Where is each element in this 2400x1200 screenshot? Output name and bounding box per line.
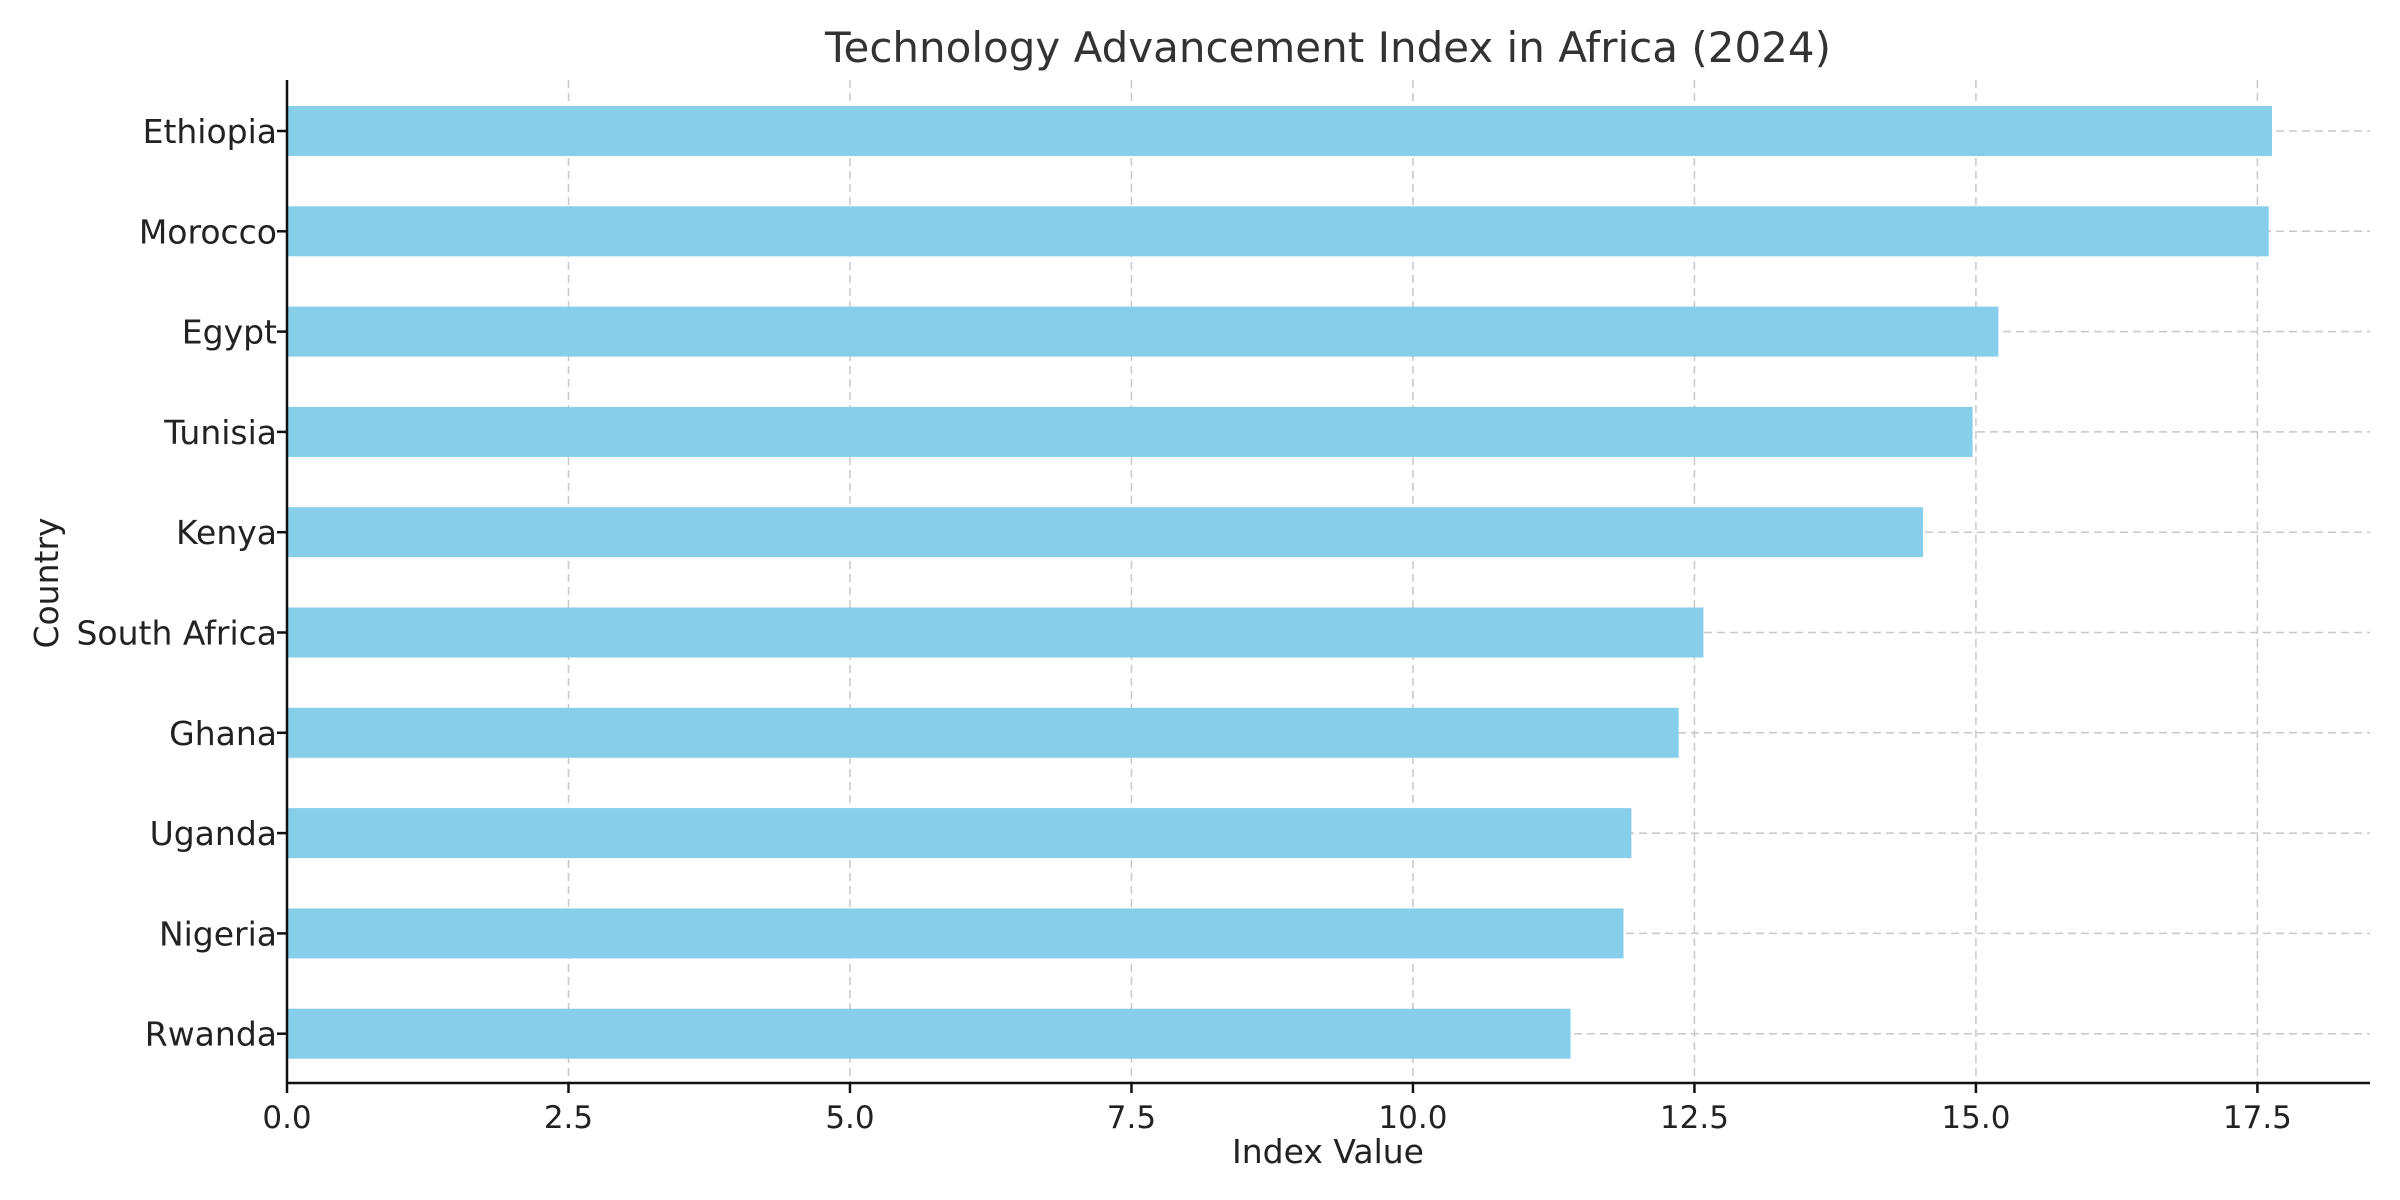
y-axis-label: Country <box>27 517 66 648</box>
x-tick-label: 10.0 <box>1378 1100 1447 1136</box>
x-tick-label: 7.5 <box>1107 1100 1156 1136</box>
category-label: Tunisia <box>163 413 277 452</box>
bars <box>287 106 2273 1059</box>
bar <box>287 908 1624 959</box>
category-label: Egypt <box>182 313 277 352</box>
category-label: Ghana <box>169 714 277 753</box>
axes <box>285 80 2370 1085</box>
bar <box>287 206 2269 257</box>
x-ticks: 0.0 2.5 5.0 7.5 10.0 12.5 15.0 17.5 <box>262 1083 2292 1136</box>
category-label: South Africa <box>76 614 277 653</box>
category-label: Morocco <box>139 212 277 251</box>
x-tick-label: 17.5 <box>2223 1100 2292 1136</box>
y-ticks: Ethiopia Morocco Egypt Tunisia Kenya South Af… <box>76 112 287 1054</box>
category-label: Uganda <box>150 814 277 853</box>
chart-title: Technology Advancement Index in Africa (… <box>824 23 1831 72</box>
x-tick-label: 0.0 <box>262 1100 311 1136</box>
bar <box>287 707 1679 758</box>
bar <box>287 306 1999 357</box>
bar <box>287 607 1704 658</box>
x-tick-label: 5.0 <box>825 1100 874 1136</box>
category-label: Kenya <box>176 513 277 552</box>
x-tick-label: 2.5 <box>544 1100 593 1136</box>
category-label: Rwanda <box>145 1015 277 1054</box>
x-tick-label: 15.0 <box>1941 1100 2010 1136</box>
x-axis-label: Index Value <box>1232 1132 1424 1171</box>
category-label: Nigeria <box>159 914 277 953</box>
bar <box>287 808 1632 859</box>
x-tick-label: 12.5 <box>1660 1100 1729 1136</box>
bar <box>287 507 1923 558</box>
bar <box>287 1008 1571 1059</box>
category-label: Ethiopia <box>143 112 277 151</box>
bar <box>287 406 1973 457</box>
bar <box>287 106 2273 156</box>
